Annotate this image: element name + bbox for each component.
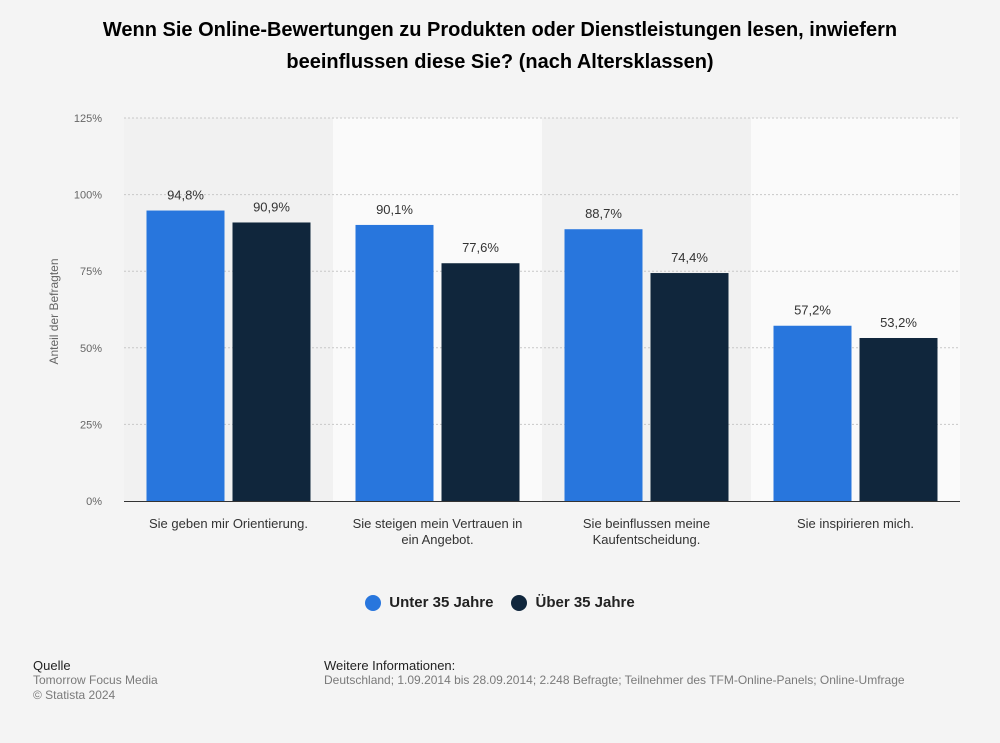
y-tick-label: 25% — [80, 419, 102, 431]
bar-chart: 0% 25% 50% 75% 100% 125% Anteil der Befragten 9… — [47, 113, 960, 547]
data-label-ueber-35-1: 90,9% — [253, 199, 290, 214]
data-label-ueber-35-2: 77,6% — [462, 240, 499, 255]
legend-item-series-2[interactable]: Über 35 Jahre — [511, 594, 635, 611]
legend-swatch-series-1 — [365, 594, 382, 611]
bar-unter-35-3 — [564, 229, 643, 501]
x-tick-label-4: Sie inspirieren mich. — [797, 516, 914, 531]
y-tick-label: 50% — [80, 343, 102, 355]
legend-label-series-1: Unter 35 Jahre — [389, 594, 494, 611]
source-block: Quelle Tomorrow Focus Media © Statista 2… — [33, 658, 158, 703]
y-axis-title: Anteil der Befragten — [47, 258, 61, 364]
legend-swatch-series-2 — [511, 594, 528, 611]
source-line-1: Tomorrow Focus Media — [33, 673, 158, 687]
data-label-unter-35-3: 88,7% — [585, 206, 622, 221]
y-tick-label: 100% — [74, 190, 102, 202]
data-label-ueber-35-3: 74,4% — [671, 250, 708, 265]
legend-label-series-2: Über 35 Jahre — [535, 594, 635, 611]
x-tick-label-3: Sie beinflussen meine Kaufentscheidung. — [583, 516, 710, 547]
legend: Unter 35 Jahre Über 35 Jahre — [0, 594, 1000, 611]
x-tick-label-1: Sie geben mir Orientierung. — [149, 516, 308, 531]
data-label-ueber-35-4: 53,2% — [880, 315, 917, 330]
data-label-unter-35-2: 90,1% — [376, 202, 413, 217]
x-tick-label-2: Sie steigen mein Vertrauen in ein Angebot… — [353, 516, 523, 547]
bar-ueber-35-3 — [650, 273, 729, 501]
bar-unter-35-1 — [146, 210, 225, 501]
legend-item-series-1[interactable]: Unter 35 Jahre — [365, 594, 493, 611]
source-heading: Quelle — [33, 658, 71, 673]
info-text: Deutschland; 1.09.2014 bis 28.09.2014; 2… — [324, 673, 905, 687]
info-heading: Weitere Informationen: — [324, 658, 456, 673]
bar-ueber-35-4 — [859, 337, 938, 501]
bar-ueber-35-1 — [232, 222, 311, 501]
y-tick-label: 125% — [74, 113, 102, 125]
y-tick-label: 0% — [86, 496, 102, 508]
y-tick-label: 75% — [80, 266, 102, 278]
data-label-unter-35-1: 94,8% — [167, 188, 204, 203]
bar-unter-35-4 — [773, 325, 852, 501]
source-line-2: © Statista 2024 — [33, 688, 116, 702]
chart-title: Wenn Sie Online-Bewertungen zu Produkten… — [102, 19, 898, 73]
bar-ueber-35-2 — [441, 263, 520, 501]
bar-unter-35-2 — [355, 224, 434, 501]
data-label-unter-35-4: 57,2% — [794, 303, 831, 318]
info-block: Weitere Informationen: Deutschland; 1.09… — [324, 658, 905, 688]
